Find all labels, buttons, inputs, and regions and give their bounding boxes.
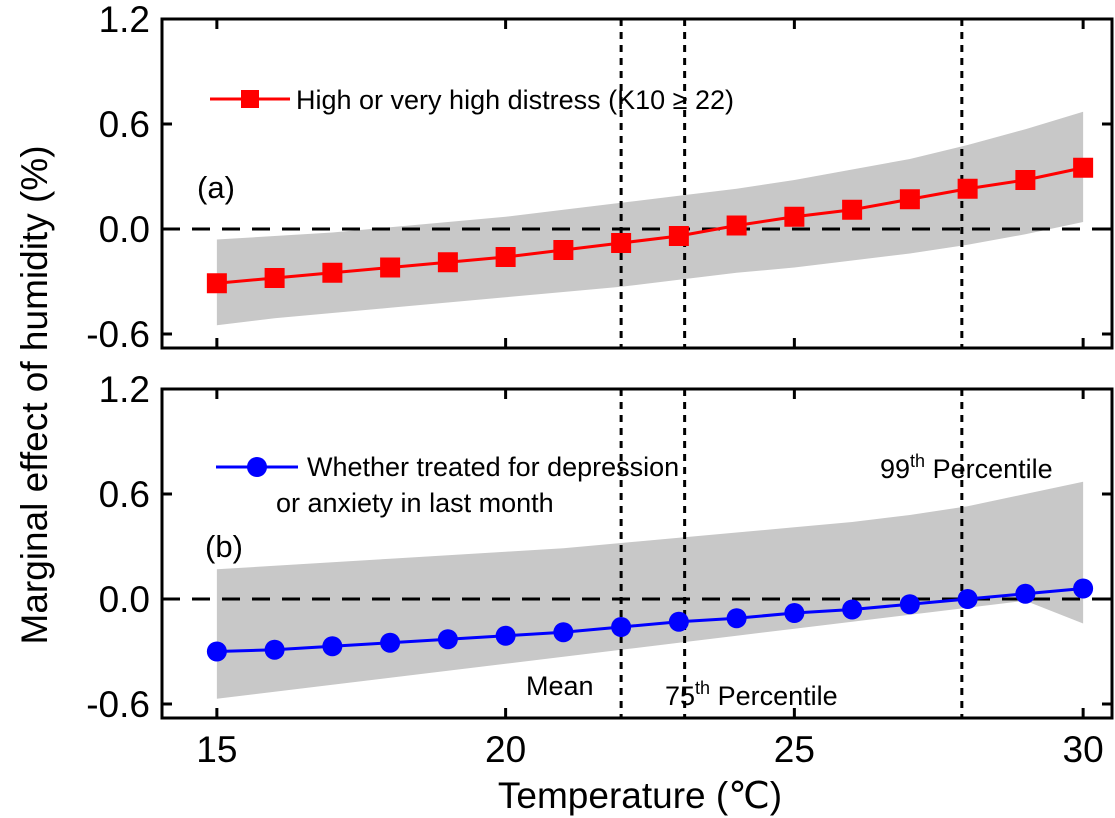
data-point [726,608,747,629]
data-point [1073,578,1094,599]
axes-frame-a [160,17,1114,350]
data-point [206,641,227,662]
annotation-99th-percentile: 99th Percentile [880,451,1053,484]
legend-label-a: High or very high distress (K10 ≥ 22) [296,85,734,115]
x-tick-label: 20 [485,729,526,770]
x-axis-title: Temperature (℃) [498,775,782,816]
data-point [842,199,863,220]
y-tick-label: -0.6 [86,684,150,725]
confidence-band [216,111,1084,326]
reference-lines-b [619,389,964,718]
x-tick-label: 15 [196,729,237,770]
data-point [322,262,343,283]
data-point [784,603,805,623]
data-point [1015,170,1036,190]
annotation-75-superscript: th [695,678,710,698]
annotation-75th-percentile: 75th Percentile [665,678,838,711]
plot-frame [160,387,1114,720]
legend-b: Whether treated for depression or anxiet… [216,452,679,518]
annotation-99-rest: Percentile [925,454,1053,484]
data-point [495,247,516,267]
panel-b: 1.2 0.6 0.0 -0.6 15 20 25 30 Whether treated f… [86,369,1114,770]
data-point [495,625,516,646]
y-tick-label: 1.2 [99,0,150,40]
data-point [437,252,458,273]
series-b [206,578,1094,662]
y-tick-label: 0.6 [99,474,150,515]
data-point [726,215,747,236]
y-tick-label: 0.0 [99,209,150,250]
data-point [437,629,458,650]
plot-frame [160,17,1114,350]
y-tick-label: 0.6 [99,104,150,145]
legend-label-b-line2: or anxiety in last month [276,488,554,518]
x-ticks: 15 20 25 30 [196,729,1103,770]
panel-label-b: (b) [205,529,243,564]
series-line [216,587,1084,653]
data-point [899,594,920,615]
y-tick-label: 0.0 [99,579,150,620]
y-tick-label: -0.6 [86,314,150,355]
data-point [899,189,920,210]
legend-marker-circle [247,457,267,477]
data-point [1073,157,1094,178]
y-axis-title: Marginal effect of humidity (%) [14,145,55,644]
series-line [216,166,1084,285]
annotation-99-number: 99 [880,454,910,484]
series-a [206,157,1094,294]
data-point [668,226,689,246]
annotation-75-rest: Percentile [710,681,838,711]
data-point [668,611,689,632]
data-point [264,268,285,288]
legend-marker-square [241,90,259,108]
data-point [1015,583,1036,604]
y-ticks-a: 1.2 0.6 0.0 -0.6 [86,0,1112,355]
legend-label-b-line1: Whether treated for depression [307,452,679,482]
annotation-99-superscript: th [910,451,925,471]
confidence-band [216,481,1084,699]
data-point [957,589,978,609]
x-tick-label: 25 [774,729,815,770]
axes-frame-b [160,387,1114,720]
ci-band-a [216,111,1084,326]
panel-a: 1.2 0.6 0.0 -0.6 High or very high distress… [86,0,1114,355]
data-point [380,632,401,653]
ci-band-b [216,481,1084,699]
x-tick-label: 30 [1063,729,1104,770]
data-point [380,257,401,278]
y-tick-label: 1.2 [99,369,150,410]
data-point [264,639,285,660]
data-point [611,617,632,637]
data-point [842,599,863,620]
annotation-75-number: 75 [665,681,695,711]
data-point [957,178,978,199]
data-point [322,636,343,657]
data-point [206,273,227,294]
data-point [553,240,574,260]
data-point [611,233,632,253]
data-point [553,622,574,643]
panel-label-a: (a) [197,170,235,205]
annotation-mean: Mean [526,671,594,701]
data-point [784,206,805,227]
y-ticks-b: 1.2 0.6 0.0 -0.6 [86,369,1112,725]
legend-a: High or very high distress (K10 ≥ 22) [210,85,734,115]
reference-lines-a [619,19,964,348]
